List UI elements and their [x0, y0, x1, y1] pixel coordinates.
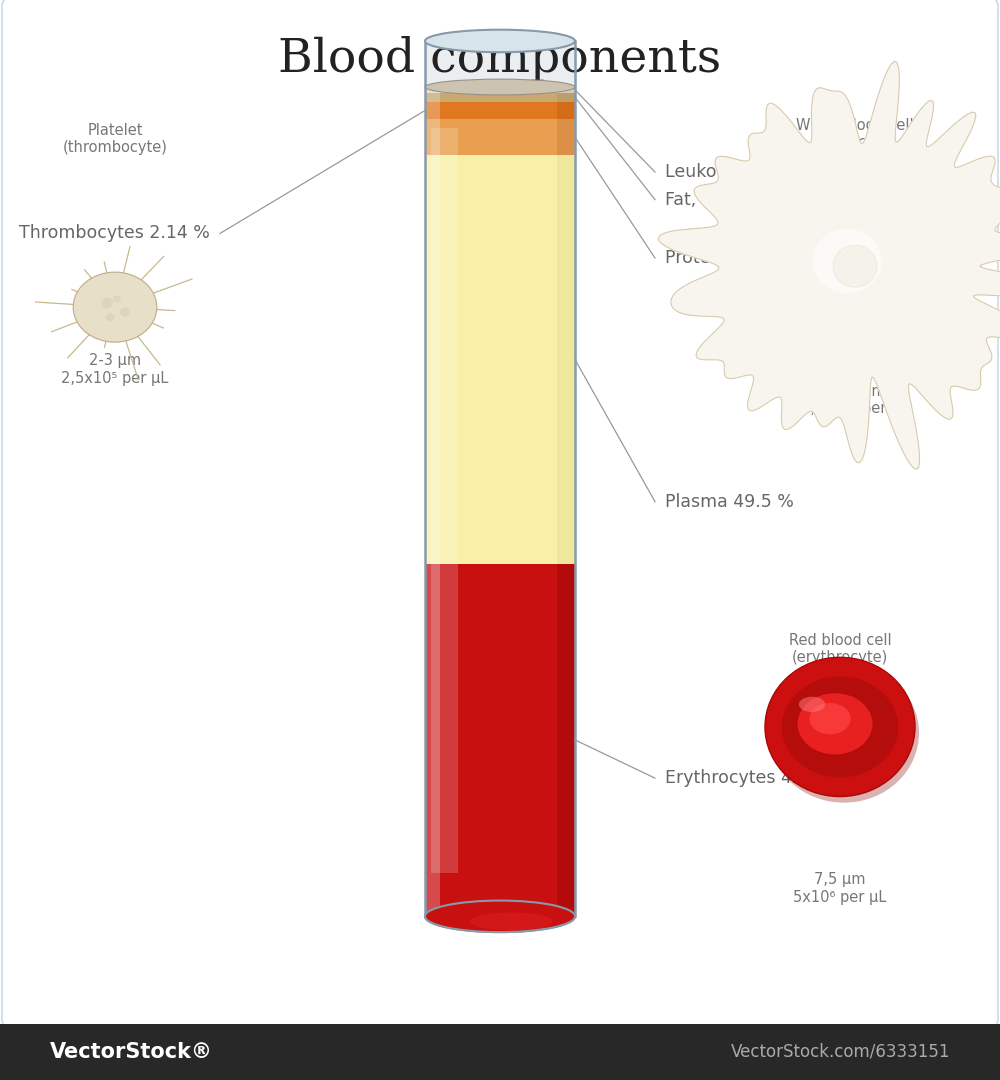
Bar	[425, 87, 575, 93]
Text: White blood cell
(leukocyte): White blood cell (leukocyte)	[796, 118, 914, 150]
Bar	[425, 87, 440, 916]
Bar	[557, 87, 575, 93]
FancyBboxPatch shape	[2, 0, 998, 1029]
Bar	[425, 41, 575, 87]
Bar	[425, 41, 575, 916]
Bar	[431, 129, 458, 873]
Bar	[425, 102, 575, 119]
Ellipse shape	[425, 901, 575, 932]
Text: Platelet
(thrombocyte): Platelet (thrombocyte)	[63, 123, 167, 156]
Bar	[557, 93, 575, 102]
Text: Thrombocytes 2.14 %: Thrombocytes 2.14 %	[19, 225, 210, 242]
Text: 2-3 μm
2,5x10⁵ per μL: 2-3 μm 2,5x10⁵ per μL	[61, 353, 169, 386]
Text: Blood components: Blood components	[278, 36, 722, 82]
Text: Proteins 4.4 %: Proteins 4.4 %	[665, 249, 790, 267]
Text: Erythrocytes 42.8 %: Erythrocytes 42.8 %	[665, 769, 842, 787]
Ellipse shape	[798, 693, 872, 755]
Ellipse shape	[106, 313, 114, 322]
Bar	[425, 93, 575, 102]
Bar	[557, 102, 575, 119]
Ellipse shape	[425, 29, 575, 52]
Polygon shape	[425, 916, 575, 932]
Ellipse shape	[425, 79, 575, 95]
Bar	[425, 564, 575, 916]
Ellipse shape	[812, 229, 882, 294]
Text: Fat, Sugar, NaCl 1.09 %: Fat, Sugar, NaCl 1.09 %	[665, 191, 871, 208]
Text: Leukocytes  <1 %: Leukocytes <1 %	[665, 163, 822, 181]
Bar	[425, 119, 575, 156]
Ellipse shape	[809, 703, 851, 734]
Text: VectorStock®: VectorStock®	[50, 1042, 213, 1062]
Bar	[425, 41, 575, 87]
Ellipse shape	[113, 295, 121, 302]
Text: Red blood cell
(erythrocyte): Red blood cell (erythrocyte)	[789, 633, 891, 665]
Bar	[425, 156, 575, 564]
Polygon shape	[658, 62, 1000, 470]
Bar	[557, 156, 575, 564]
Bar	[557, 119, 575, 156]
Ellipse shape	[73, 272, 157, 342]
Text: 7,5 μm
5x10⁶ per μL: 7,5 μm 5x10⁶ per μL	[793, 873, 887, 905]
Ellipse shape	[101, 297, 113, 309]
Ellipse shape	[799, 697, 825, 712]
Ellipse shape	[120, 308, 130, 316]
Ellipse shape	[782, 676, 898, 778]
Bar	[557, 564, 575, 916]
Ellipse shape	[470, 913, 552, 931]
Ellipse shape	[769, 663, 919, 802]
Text: VectorStock.com/6333151: VectorStock.com/6333151	[730, 1043, 950, 1061]
Text: Plasma 49.5 %: Plasma 49.5 %	[665, 492, 794, 511]
Text: 8-20 μm
7,1x10³ per μL: 8-20 μm 7,1x10³ per μL	[801, 384, 909, 416]
Ellipse shape	[833, 245, 877, 287]
Ellipse shape	[765, 658, 915, 797]
